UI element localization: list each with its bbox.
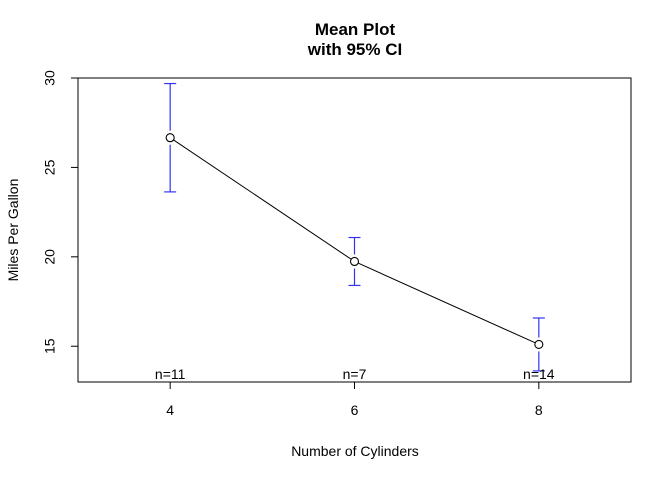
mean-point bbox=[165, 133, 175, 143]
plot-frame bbox=[77, 77, 632, 383]
y-tick-label: 30 bbox=[42, 70, 58, 86]
chart-title-line1: Mean Plot bbox=[315, 20, 396, 39]
error-bar bbox=[348, 236, 361, 287]
count-label: n=7 bbox=[343, 366, 367, 382]
mean-point bbox=[349, 256, 360, 267]
chart-title-line2: with 95% CI bbox=[307, 40, 402, 59]
error-bar bbox=[532, 317, 545, 372]
x-tick-label: 6 bbox=[351, 402, 359, 418]
x-tick-label: 8 bbox=[535, 402, 543, 418]
y-axis: 15 20 25 30 bbox=[42, 70, 79, 354]
y-tick-label: 25 bbox=[42, 159, 58, 175]
y-tick-label: 20 bbox=[42, 249, 58, 265]
mean-points bbox=[165, 133, 544, 349]
x-tick-label: 4 bbox=[166, 402, 174, 418]
x-axis: 4 6 8 bbox=[166, 381, 543, 418]
y-axis-label: Miles Per Gallon bbox=[5, 179, 21, 282]
x-axis-label: Number of Cylinders bbox=[291, 443, 419, 459]
error-bar bbox=[164, 82, 177, 193]
error-bars bbox=[164, 82, 545, 372]
y-tick-label: 15 bbox=[42, 338, 58, 354]
count-label: n=14 bbox=[523, 366, 555, 382]
mean-point bbox=[534, 339, 544, 349]
count-label: n=11 bbox=[155, 366, 186, 382]
count-labels: n=11 n=7 n=14 bbox=[155, 366, 555, 382]
